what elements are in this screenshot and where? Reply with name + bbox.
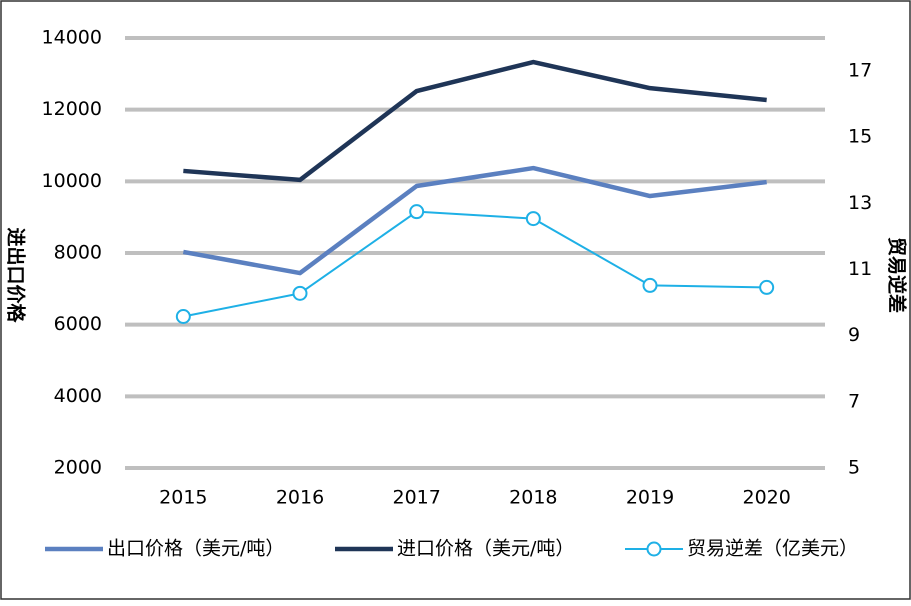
x-tick-label: 2019 xyxy=(626,487,674,509)
point xyxy=(409,204,425,220)
x-tick-label: 2016 xyxy=(276,487,324,509)
legend-label: 贸易逆差（亿美元） xyxy=(687,538,858,560)
y2-tick-label: 5 xyxy=(848,457,860,479)
y-tick-label: 8000 xyxy=(54,242,102,264)
legend-label: 出口价格（美元/吨） xyxy=(107,538,284,560)
x-tick-label: 2020 xyxy=(742,487,790,509)
x-tick-label: 2017 xyxy=(392,487,440,509)
y2-axis-label: 贸易逆差 xyxy=(886,237,909,313)
x-tick-label: 2018 xyxy=(509,487,557,509)
y2-tick-label: 7 xyxy=(848,390,860,412)
y2-tick-label: 15 xyxy=(848,126,872,148)
point xyxy=(525,211,541,227)
y-tick-label: 2000 xyxy=(54,457,102,479)
y-tick-label: 12000 xyxy=(42,98,102,120)
y-axis-label: 进出口价格 xyxy=(5,227,28,323)
y2-tick-label: 17 xyxy=(848,60,872,82)
y-tick-label: 14000 xyxy=(42,27,102,49)
point xyxy=(642,277,658,293)
y-tick-label: 6000 xyxy=(54,313,102,335)
x-tick-label: 2015 xyxy=(159,487,207,509)
y2-tick-label: 9 xyxy=(848,324,860,346)
series-line xyxy=(182,165,767,276)
point xyxy=(175,309,191,325)
y2-tick-label: 11 xyxy=(848,258,872,280)
y-tick-label: 10000 xyxy=(42,170,102,192)
series-line xyxy=(183,59,767,183)
point xyxy=(759,279,775,295)
y-tick-label: 4000 xyxy=(54,385,102,407)
point xyxy=(292,285,308,301)
legend-marker xyxy=(646,541,662,557)
series-line xyxy=(183,210,767,318)
legend-label: 进口价格（美元/吨） xyxy=(397,538,574,560)
y2-tick-label: 13 xyxy=(848,192,872,214)
